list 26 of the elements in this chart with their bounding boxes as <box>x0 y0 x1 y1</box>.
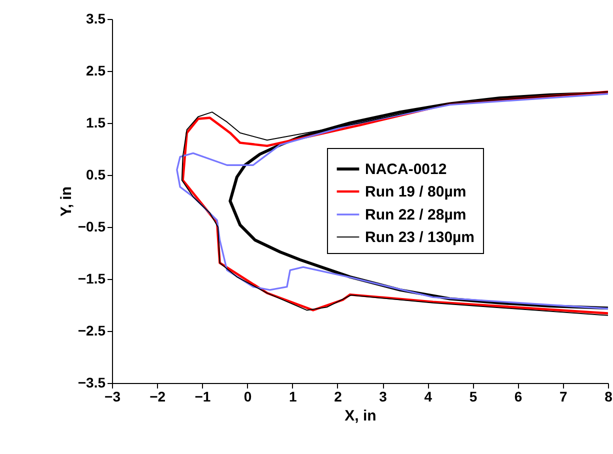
x-tick-label: −1 <box>194 388 211 404</box>
y-axis-title: Y, in <box>58 186 75 217</box>
legend-label: NACA-0012 <box>365 161 447 178</box>
y-tick-label: 2.5 <box>86 62 106 78</box>
x-tick-label: −2 <box>150 388 166 404</box>
x-tick-label: 8 <box>604 388 613 404</box>
legend-label: Run 19 / 80µm <box>365 184 466 200</box>
x-tick-label: 4 <box>424 388 432 404</box>
y-tick-label: 0.5 <box>86 166 106 182</box>
x-axis-title: X, in <box>344 408 376 424</box>
y-tick-label: −2.5 <box>78 322 106 338</box>
x-tick-label: −3 <box>104 388 121 404</box>
x-tick-label: 0 <box>244 388 252 404</box>
x-tick-label: 2 <box>334 388 342 404</box>
y-tick-label: 3.5 <box>86 10 106 26</box>
y-tick-label: 1.5 <box>86 114 106 130</box>
legend-label: Run 22 / 28µm <box>365 206 466 224</box>
x-tick-label: 7 <box>560 388 568 404</box>
y-tick-label: −1.5 <box>78 270 106 286</box>
legend-label: Run 23 / 130µm <box>365 229 475 246</box>
x-tick-label: 5 <box>469 388 478 404</box>
x-tick-label: 3 <box>379 388 388 404</box>
y-tick-label: −0.5 <box>78 218 106 234</box>
x-tick-label: 6 <box>514 388 522 404</box>
x-tick-label: 1 <box>288 388 297 404</box>
y-tick-label: −3.5 <box>78 374 106 390</box>
